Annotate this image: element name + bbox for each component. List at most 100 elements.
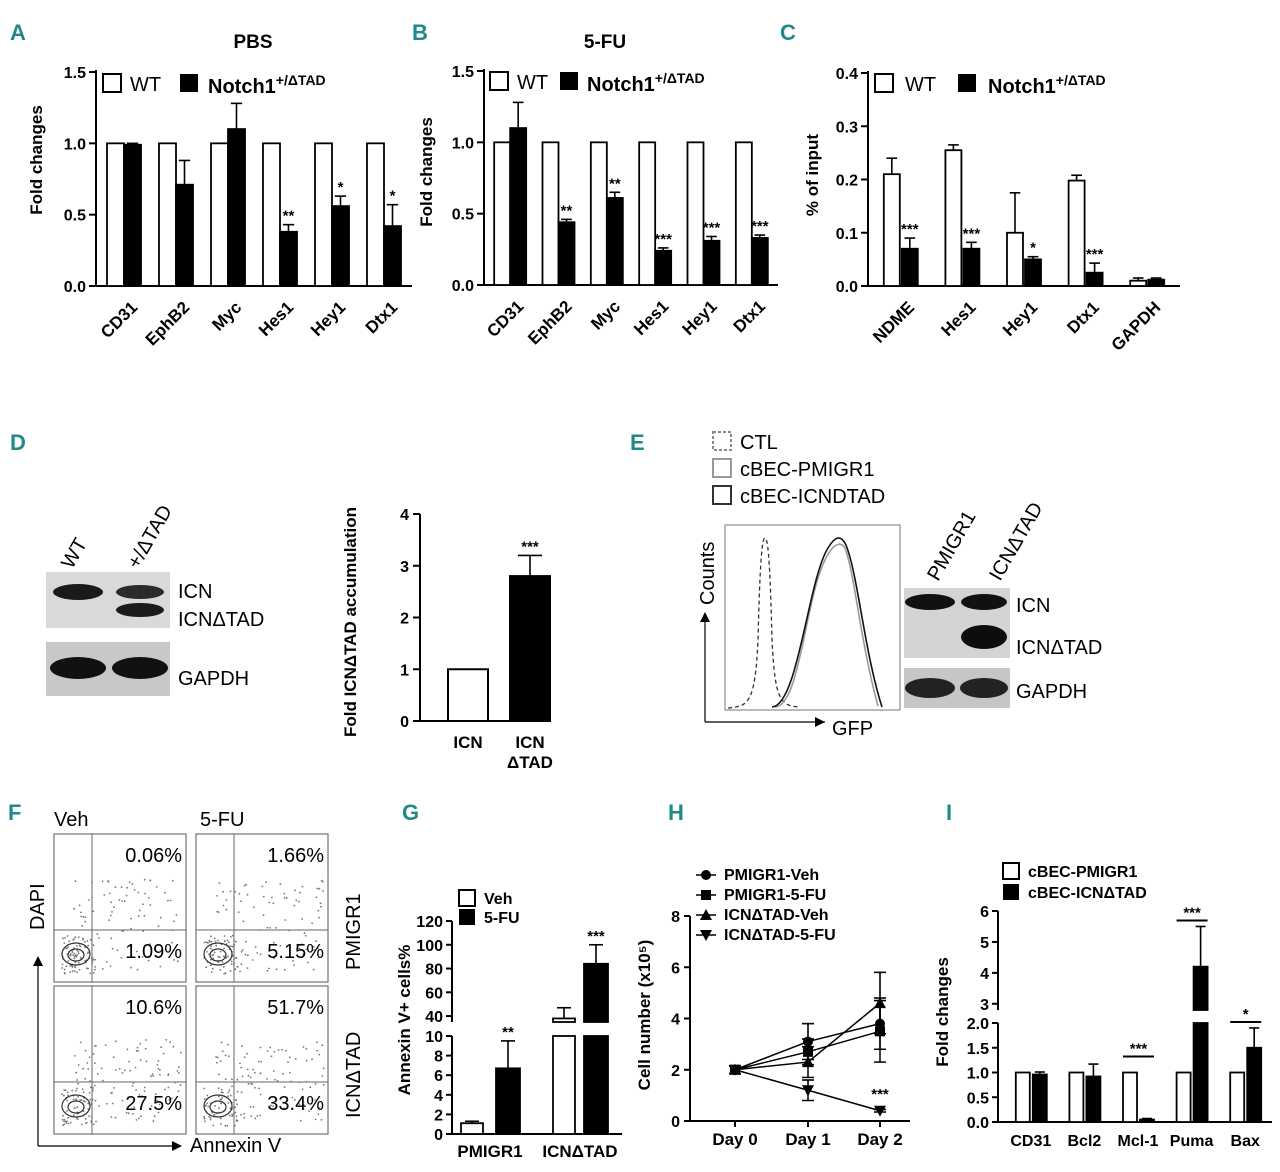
bar — [1068, 1071, 1085, 1123]
bar — [1175, 1071, 1192, 1123]
y-tick-label: 120 — [416, 914, 443, 931]
y-tick-label: 80 — [425, 962, 443, 979]
bar — [279, 230, 298, 287]
flow-event-dot — [243, 1056, 246, 1059]
y-tick-label: 1.0 — [64, 136, 86, 153]
flow-e-ctl-curve — [727, 537, 801, 709]
chart-b-5fu: 5-FU Fold changes WT Notch1+/ΔTAD 0.0 0.5… — [417, 32, 778, 348]
flow-f-row-pmigr1: PMIGR1 — [343, 893, 365, 970]
flow-event-dot — [63, 1123, 66, 1126]
bar — [654, 249, 673, 286]
flow-event-dot — [92, 910, 95, 913]
flow-event-dot — [266, 1050, 269, 1052]
legend-label-wt: WT — [517, 72, 548, 94]
bar — [460, 1122, 484, 1135]
blot-e-lane-pmigr1: PMIGR1 — [923, 507, 980, 584]
chart-a-ylabel: Fold changes — [27, 105, 46, 215]
flow-event-dot — [121, 1072, 124, 1074]
flow-event-dot — [209, 947, 212, 950]
flow-event-dot — [69, 953, 72, 955]
flow-event-dot — [220, 1041, 223, 1044]
flow-event-dot — [240, 1066, 243, 1069]
flow-event-dot — [77, 950, 80, 953]
flow-event-dot — [221, 961, 224, 963]
y-tick-label: 0.5 — [967, 1090, 989, 1107]
flow-event-dot — [180, 1051, 182, 1054]
flow-event-dot — [247, 1074, 250, 1077]
y-tick-label: 100 — [416, 938, 443, 955]
flow-event-dot — [72, 1114, 75, 1117]
flow-event-dot — [286, 1103, 289, 1106]
flow-event-dot — [262, 895, 265, 898]
flow-event-dot — [234, 1111, 237, 1114]
flow-event-dot — [208, 1115, 211, 1118]
flow-event-dot — [228, 1089, 231, 1092]
category-label: EphB2 — [524, 297, 576, 349]
flow-event-dot — [63, 968, 66, 971]
category-label: Hes1 — [255, 298, 297, 340]
flow-event-dot — [214, 1105, 217, 1107]
flow-event-dot — [63, 1120, 65, 1123]
category-label: ICN — [453, 733, 482, 752]
flow-event-dot — [63, 1094, 65, 1097]
blot-d-band-icntad-tad — [116, 603, 164, 617]
flow-event-dot — [311, 1058, 313, 1061]
flow-event-dot — [176, 960, 179, 963]
category-label: EphB2 — [142, 298, 194, 350]
flow-event-dot — [100, 1067, 103, 1070]
flow-event-dot — [322, 1083, 325, 1086]
category-label: Hey1 — [307, 298, 349, 340]
flow-event-dot — [298, 947, 301, 950]
flow-event-dot — [84, 946, 86, 949]
flow-event-dot — [74, 961, 77, 963]
flow-event-dot — [96, 1072, 99, 1075]
bar — [509, 127, 528, 286]
flow-event-dot — [301, 943, 303, 946]
category-label: ΔTAD — [507, 753, 553, 772]
x-tick-label: Day 0 — [712, 1130, 757, 1149]
flow-event-dot — [74, 966, 77, 969]
flow-event-dot — [240, 1091, 243, 1094]
flow-event-dot — [233, 958, 235, 960]
y-tick-label: 2 — [400, 611, 409, 628]
flow-event-dot — [75, 1071, 78, 1074]
y-tick-label: 0 — [671, 1114, 680, 1131]
flow-event-dot — [203, 941, 206, 944]
flow-event-dot — [241, 1075, 244, 1078]
bar-upper-segment — [583, 962, 609, 1023]
flow-event-dot — [229, 970, 232, 972]
blot-d-label-gapdh: GAPDH — [178, 668, 249, 690]
flow-event-dot — [85, 967, 88, 970]
flow-event-dot — [211, 967, 214, 970]
flow-event-dot — [236, 1078, 239, 1081]
flow-event-dot — [67, 1122, 70, 1125]
bar-lower-segment — [552, 1035, 576, 1135]
flow-event-dot — [251, 959, 254, 961]
flow-event-dot — [243, 1117, 246, 1119]
flow-event-dot — [88, 1115, 90, 1117]
y-tick-label: 0 — [400, 714, 409, 731]
flow-event-dot — [65, 1122, 68, 1124]
flow-event-dot — [228, 941, 230, 943]
legend-marker — [701, 870, 711, 880]
flow-event-dot — [95, 1045, 97, 1047]
flow-event-dot — [205, 966, 208, 969]
flow-event-dot — [71, 966, 74, 968]
flow-event-dot — [243, 1112, 246, 1115]
chart-c-chip: % of input WT Notch1+/ΔTAD 0.0 0.1 0.2 0.3 0… — [803, 66, 1180, 355]
legend-marker — [700, 930, 712, 941]
bar — [557, 221, 576, 286]
chart-b-legend: WT Notch1+/ΔTAD — [489, 70, 705, 96]
flow-event-dot — [230, 960, 233, 963]
flow-event-dot — [273, 1051, 276, 1053]
category-label: Bcl2 — [1068, 1133, 1102, 1150]
flow-event-dot — [164, 1088, 166, 1091]
flow-event-dot — [253, 906, 255, 909]
blot-d-band-icn-tad — [116, 585, 164, 599]
flow-event-dot — [245, 940, 248, 943]
y-tick-label: 8 — [671, 909, 680, 926]
flow-event-dot — [140, 1115, 142, 1118]
bar — [383, 225, 402, 287]
flow-event-dot — [92, 944, 95, 946]
flow-event-dot — [225, 908, 228, 911]
